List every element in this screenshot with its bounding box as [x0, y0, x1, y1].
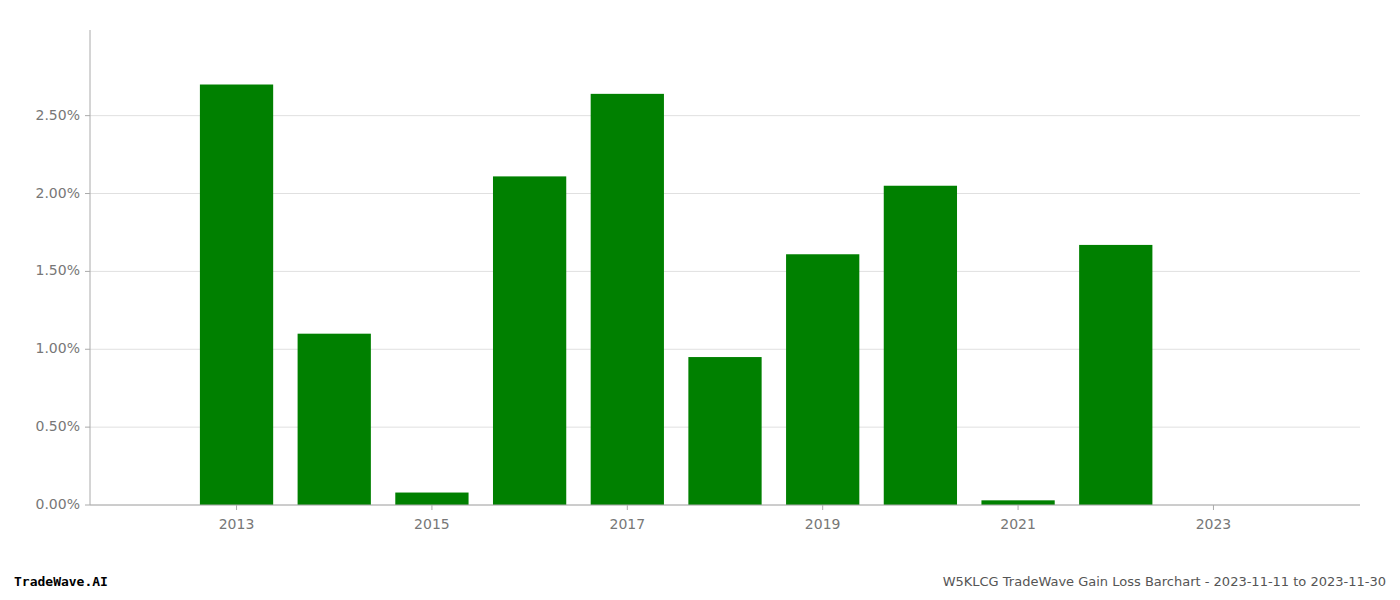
bar [786, 254, 859, 505]
chart-container: 0.00% 0.50% 1.00% 1.50% 2.00% 2.50% 2013 2015 20… [0, 0, 1400, 600]
axes: 0.00% 0.50% 1.00% 1.50% 2.00% 2.50% 2013 2015 20… [36, 30, 1360, 532]
bar [200, 85, 273, 505]
bar [591, 94, 664, 505]
y-tick-label: 0.50% [36, 418, 80, 434]
x-tick-label: 2021 [1000, 516, 1036, 532]
y-tick-label: 2.00% [36, 185, 80, 201]
y-tick [85, 271, 90, 272]
y-tick-label: 0.00% [36, 496, 80, 512]
grid [90, 116, 1360, 505]
x-tick [1018, 505, 1019, 510]
y-tick [85, 115, 90, 116]
y-tick [85, 505, 90, 506]
x-tick [236, 505, 237, 510]
y-tick [85, 193, 90, 194]
grid-line [90, 115, 1360, 116]
chart-svg: 0.00% 0.50% 1.00% 1.50% 2.00% 2.50% 2013 2015 20… [0, 0, 1400, 600]
x-tick-label: 2015 [414, 516, 450, 532]
grid-line [90, 349, 1360, 350]
x-tick-label: 2013 [219, 516, 255, 532]
x-tick-label: 2023 [1196, 516, 1232, 532]
x-tick [1213, 505, 1214, 510]
x-tick-label: 2019 [805, 516, 841, 532]
x-tick-label: 2017 [609, 516, 645, 532]
y-tick-label: 1.00% [36, 340, 80, 356]
bar [688, 357, 761, 505]
bar [884, 186, 957, 505]
bar [395, 493, 468, 505]
bar [298, 334, 371, 505]
x-tick [822, 505, 823, 510]
y-tick-label: 2.50% [36, 107, 80, 123]
grid-line [90, 505, 1360, 506]
bar [1079, 245, 1152, 505]
y-tick [85, 349, 90, 350]
x-axis-line [90, 505, 1360, 506]
grid-line [90, 271, 1360, 272]
y-tick-label: 1.50% [36, 262, 80, 278]
bar [981, 500, 1054, 505]
x-tick [627, 505, 628, 510]
footer-left: TradeWave.AI [14, 574, 108, 589]
y-axis-line [90, 30, 91, 505]
bars [200, 85, 1153, 505]
bar [493, 176, 566, 505]
footer-right: W5KLCG TradeWave Gain Loss Barchart - 20… [943, 574, 1386, 589]
y-tick [85, 427, 90, 428]
x-tick [431, 505, 432, 510]
grid-line [90, 193, 1360, 194]
